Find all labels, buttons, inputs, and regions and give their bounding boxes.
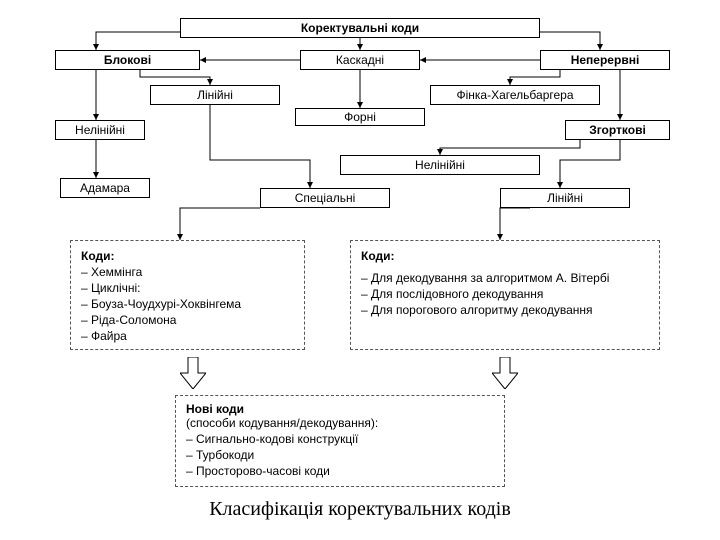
node-conv: Згорткові xyxy=(565,120,670,140)
codes1-item-3: – Ріда-Соломона xyxy=(81,313,294,327)
node-forni-label: Форні xyxy=(344,110,376,124)
node-continuous-label: Неперервні xyxy=(571,53,640,67)
codes1-box: Коди: – Хеммінга – Циклічні: – Боуза-Чоу… xyxy=(70,240,305,350)
node-adamar: Адамара xyxy=(60,178,150,198)
newcodes-box: Нові коди (способи кодування/декодування… xyxy=(175,395,505,487)
node-root-label: Коректувальні коди xyxy=(301,21,419,35)
codes1-item-1: – Циклічні: xyxy=(81,281,294,295)
node-root: Коректувальні коди xyxy=(180,18,540,38)
big-arrow-left xyxy=(180,357,206,389)
node-adamar-label: Адамара xyxy=(80,181,130,195)
codes1-item-4: – Файра xyxy=(81,329,294,343)
big-arrow-right xyxy=(492,357,518,389)
newcodes-item-1: – Турбокоди xyxy=(186,448,494,462)
node-block-label: Блокові xyxy=(104,53,151,67)
node-linear1: Лінійні xyxy=(150,85,280,105)
figure-caption: Класифікація коректувальних кодів xyxy=(0,498,720,521)
newcodes-subtitle: (способи кодування/декодування): xyxy=(186,416,494,430)
codes2-title: Коди: xyxy=(361,249,649,263)
newcodes-item-2: – Просторово-часові коди xyxy=(186,464,494,478)
node-linear2: Лінійні xyxy=(500,188,630,208)
node-continuous: Неперервні xyxy=(540,50,670,70)
node-finka-label: Фінка-Хагельбаргера xyxy=(457,88,574,102)
node-finka: Фінка-Хагельбаргера xyxy=(430,85,600,105)
codes1-item-0: – Хеммінга xyxy=(81,265,294,279)
node-nonlin2-label: Нелінійні xyxy=(415,158,465,172)
node-special-label: Спеціальні xyxy=(295,191,356,205)
codes2-box: Коди: – Для декодування за алгоритмом А.… xyxy=(350,240,660,350)
node-cascade: Каскадні xyxy=(300,50,420,70)
codes2-item-0: – Для декодування за алгоритмом А. Вітер… xyxy=(361,271,649,285)
codes2-item-2: – Для порогового алгоритму декодування xyxy=(361,303,649,317)
node-block: Блокові xyxy=(55,50,200,70)
node-linear2-label: Лінійні xyxy=(547,191,583,205)
newcodes-title: Нові коди xyxy=(186,402,244,416)
node-conv-label: Згорткові xyxy=(589,123,646,137)
node-nonlin2: Нелінійні xyxy=(340,155,540,175)
node-nonlin1: Нелінійні xyxy=(55,120,145,140)
node-nonlin1-label: Нелінійні xyxy=(75,123,125,137)
newcodes-item-0: – Сигнально-кодові конструкції xyxy=(186,432,494,446)
codes1-item-2: – Боуза-Чоудхурі-Хоквінгема xyxy=(81,297,294,311)
codes2-item-1: – Для послідовного декодування xyxy=(361,287,649,301)
codes1-title: Коди: xyxy=(81,249,294,263)
node-cascade-label: Каскадні xyxy=(336,53,384,67)
node-linear1-label: Лінійні xyxy=(197,88,233,102)
node-forni: Форні xyxy=(295,108,425,126)
node-special: Спеціальні xyxy=(260,188,390,208)
